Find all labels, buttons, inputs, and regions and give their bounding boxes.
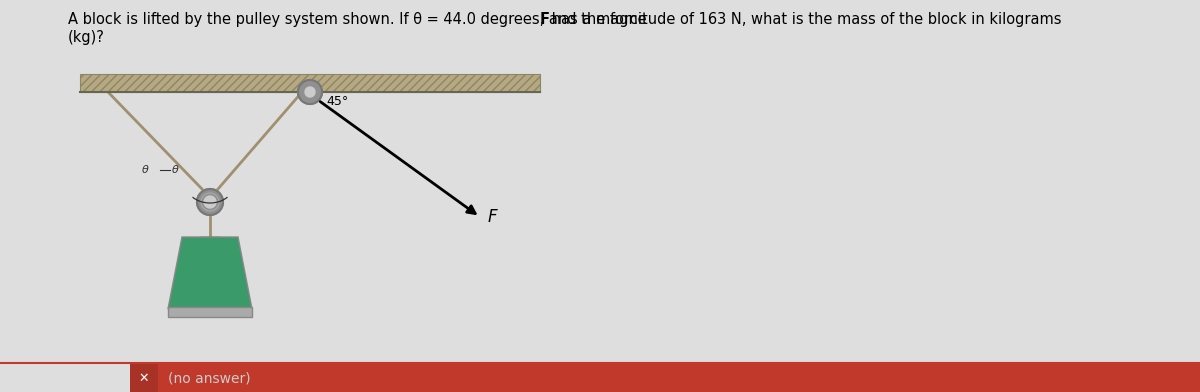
Circle shape — [305, 87, 314, 97]
Bar — [130, 364, 1200, 392]
Polygon shape — [168, 237, 252, 309]
Text: (no answer): (no answer) — [168, 371, 251, 385]
Text: 45°: 45° — [326, 95, 348, 108]
Bar — [80, 74, 540, 92]
Circle shape — [298, 80, 322, 104]
Text: ✕: ✕ — [139, 372, 149, 385]
Bar — [200, 237, 220, 247]
Text: has a magnitude of 163 N, what is the mass of the block in kilograms: has a magnitude of 163 N, what is the ma… — [547, 12, 1062, 27]
Bar — [130, 364, 158, 392]
Text: A block is lifted by the pulley system shown. If θ = 44.0 degrees, and the force: A block is lifted by the pulley system s… — [68, 12, 652, 27]
Circle shape — [204, 196, 216, 208]
Text: θ: θ — [142, 165, 149, 175]
Text: F: F — [488, 208, 498, 226]
Text: (kg)?: (kg)? — [68, 30, 104, 45]
Text: F: F — [540, 12, 550, 27]
Bar — [168, 307, 252, 317]
Circle shape — [197, 189, 223, 215]
Text: θ: θ — [172, 165, 179, 175]
